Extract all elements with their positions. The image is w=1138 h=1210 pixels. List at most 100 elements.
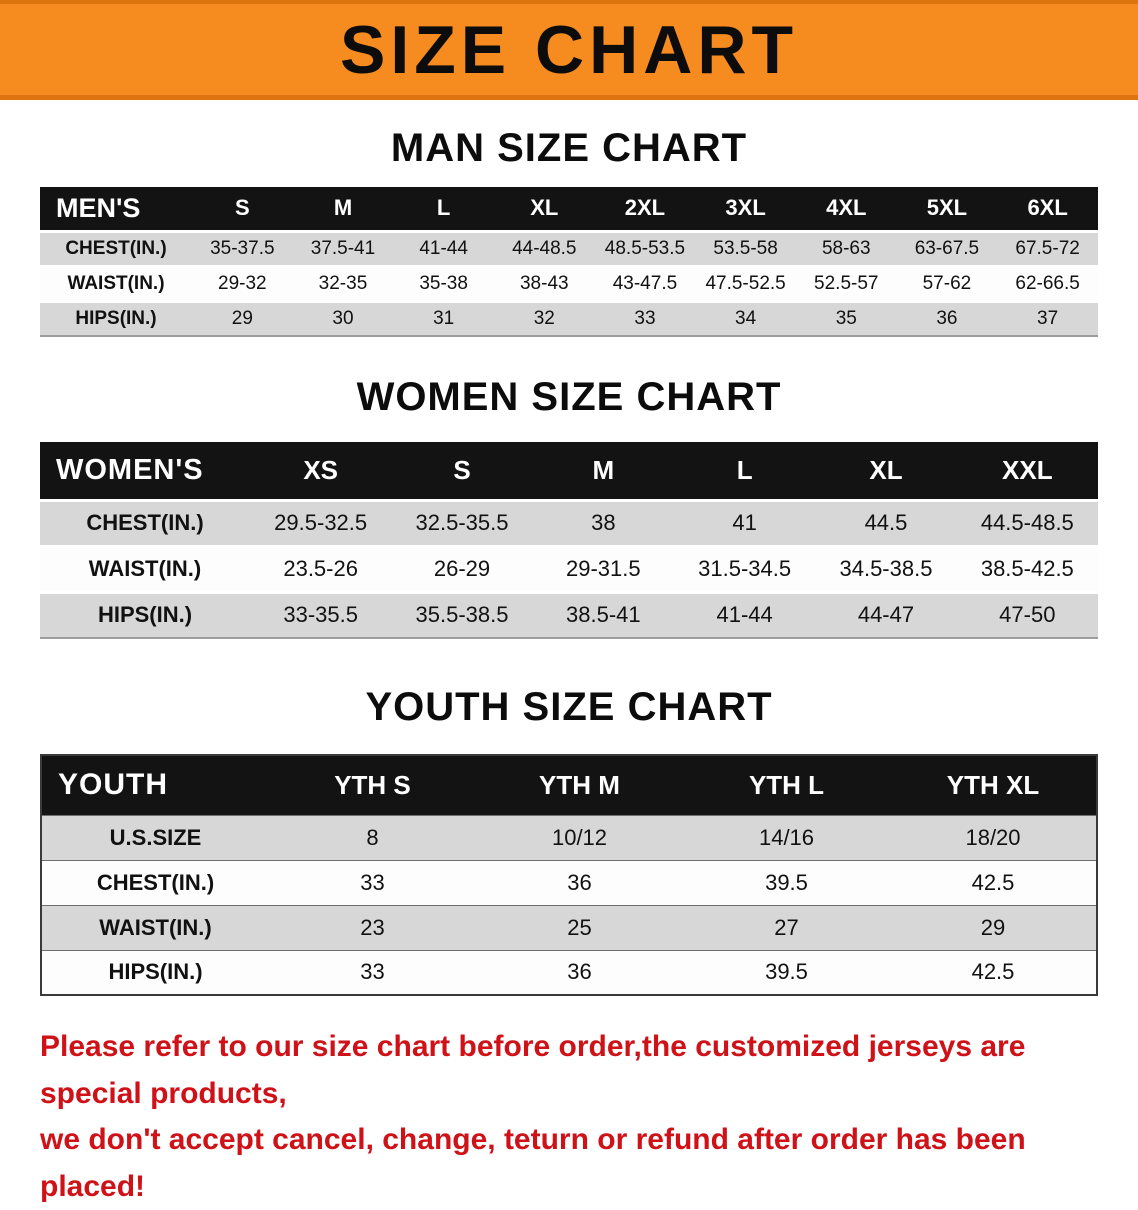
size-value-cell: 43-47.5: [612, 272, 678, 294]
size-value-cell: 48.5-53.5: [604, 237, 686, 259]
size-value-cell: 41-44: [716, 602, 773, 628]
column-header-cell: S: [192, 187, 293, 231]
table-title-cell: YOUTH: [41, 755, 269, 815]
youth-size-table: YOUTH YTH S YTH M YTH L YTH XL U.S.SIZE 8 10/12…: [40, 754, 1098, 996]
size-value-cell: 38: [591, 510, 616, 535]
size-value-cell: 44.5: [864, 510, 908, 535]
size-value-cell: 41-44: [419, 237, 468, 259]
size-value-cell: 39.5: [765, 959, 808, 985]
size-value-cell: 32-35: [318, 272, 368, 294]
column-header-cell: 5XL: [896, 187, 998, 231]
youth-section-title: YOUTH SIZE CHART: [365, 685, 773, 729]
size-value-cell: 62-66.5: [1015, 272, 1080, 294]
column-header-cell: XL: [493, 187, 595, 231]
women-size-section: WOMEN SIZE CHART WOMEN'S XS S M L XL XXL CHEST(…: [0, 375, 1138, 639]
women-size-table-grid: WOMEN'S XS S M L XL XXL CHEST(IN.) 29.5-32.5 32.5…: [40, 442, 1098, 639]
row-label-cell: WAIST(IN.): [99, 914, 212, 940]
row-label-cell: WAIST(IN.): [67, 272, 165, 294]
men-section-title: MAN SIZE CHART: [390, 126, 748, 170]
size-value-cell: 42.5: [971, 869, 1015, 895]
column-header-cell: S: [391, 442, 533, 500]
size-value-cell: 47.5-52.5: [705, 272, 786, 294]
table-row: HIPS(IN.) 29 30 31 32 33 34 35 36 37: [40, 301, 1098, 336]
column-header-cell: M: [292, 187, 394, 231]
men-size-section: MAN SIZE CHART MEN'S S M L XL 2XL 3XL 4XL 5XL 6XL…: [0, 126, 1138, 337]
column-header-cell: YTH M: [476, 755, 683, 815]
column-header-cell: YTH S: [269, 755, 476, 815]
size-value-cell: 31.5-34.5: [698, 556, 792, 581]
size-value-cell: 42.5: [971, 959, 1015, 985]
youth-size-section: YOUTH SIZE CHART YOUTH YTH S YTH M YTH L YTH…: [0, 685, 1138, 996]
size-value-cell: 14/16: [758, 824, 815, 850]
size-value-cell: 38-43: [519, 272, 569, 294]
size-value-cell: 34: [735, 307, 757, 329]
size-value-cell: 29-31.5: [566, 556, 641, 581]
size-value-cell: 33: [634, 307, 656, 329]
header-row: YOUTH YTH S YTH M YTH L YTH XL: [41, 755, 1097, 815]
size-value-cell: 57-62: [922, 272, 972, 294]
size-value-cell: 29: [231, 307, 253, 329]
table-title-cell: WOMEN'S: [40, 442, 250, 500]
column-header-cell: XXL: [956, 442, 1098, 500]
size-value-cell: 10/12: [551, 824, 608, 850]
size-value-cell: 26-29: [433, 556, 491, 581]
youth-size-table-grid: YOUTH YTH S YTH M YTH L YTH XL U.S.SIZE 8 10/12…: [40, 754, 1098, 996]
size-value-cell: 35-38: [419, 272, 468, 294]
size-value-cell: 35: [835, 307, 857, 329]
size-value-cell: 36: [567, 959, 592, 985]
banner: SIZE CHART: [0, 0, 1138, 100]
size-value-cell: 23: [360, 914, 385, 940]
size-value-cell: 29-32: [218, 272, 267, 294]
table-row: HIPS(IN.) 33-35.5 35.5-38.5 38.5-41 41-44 44-…: [40, 592, 1098, 638]
size-value-cell: 37.5-41: [310, 237, 376, 259]
size-value-cell: 33: [360, 869, 385, 895]
row-label-cell: HIPS(IN.): [97, 602, 193, 628]
size-value-cell: 18/20: [965, 824, 1021, 850]
size-value-cell: 38.5-41: [566, 602, 641, 628]
size-value-cell: 33-35.5: [283, 602, 358, 628]
column-header-cell: XL: [815, 442, 957, 500]
table-row: CHEST(IN.) 33 36 39.5 42.5: [41, 860, 1097, 905]
size-value-cell: 53.5-58: [713, 237, 778, 259]
column-header-cell: 2XL: [594, 187, 696, 231]
footer-notice: Please refer to our size chart before or…: [40, 1024, 1098, 1210]
size-value-cell: 63-67.5: [914, 237, 980, 259]
column-header-cell: M: [532, 442, 674, 500]
size-value-cell: 36: [567, 869, 592, 895]
size-value-cell: 29: [980, 914, 1006, 940]
size-value-cell: 34.5-38.5: [839, 556, 933, 581]
column-header-cell: L: [393, 187, 494, 231]
row-label-cell: CHEST(IN.): [65, 237, 167, 259]
table-title-cell: MEN'S: [40, 187, 192, 231]
size-value-cell: 36: [936, 307, 958, 329]
row-label-cell: CHEST(IN.): [96, 869, 215, 895]
size-value-cell: 41: [732, 510, 757, 535]
women-size-table: WOMEN'S XS S M L XL XXL CHEST(IN.) 29.5-32.5 32.5…: [40, 442, 1098, 639]
size-value-cell: 47-50: [999, 602, 1056, 628]
page-title: SIZE CHART: [340, 11, 798, 88]
size-value-cell: 8: [366, 824, 379, 850]
size-value-cell: 39.5: [765, 869, 808, 895]
table-row: CHEST(IN.) 29.5-32.5 32.5-35.5 38 41 44.5 44.5…: [40, 500, 1098, 546]
notice-line-2: we don't accept cancel, change, teturn o…: [40, 1123, 1026, 1203]
size-value-cell: 44.5-48.5: [980, 510, 1074, 535]
row-label-cell: CHEST(IN.): [86, 510, 204, 535]
table-row: WAIST(IN.) 23.5-26 26-29 29-31.5 31.5-34.5 34…: [40, 546, 1098, 592]
size-value-cell: 29.5-32.5: [274, 510, 368, 535]
size-value-cell: 23.5-26: [283, 556, 358, 581]
size-value-cell: 31: [433, 307, 455, 329]
header-row: MEN'S S M L XL 2XL 3XL 4XL 5XL 6XL: [40, 187, 1098, 231]
size-value-cell: 27: [774, 914, 799, 940]
size-value-cell: 33: [360, 959, 385, 985]
column-header-cell: 3XL: [695, 187, 796, 231]
size-value-cell: 44-48.5: [512, 237, 577, 259]
column-header-cell: XS: [250, 442, 392, 500]
table-row: WAIST(IN.) 23 25 27 29: [41, 905, 1097, 950]
column-header-cell: YTH L: [683, 755, 890, 815]
row-label-cell: U.S.SIZE: [109, 824, 202, 850]
size-value-cell: 67.5-72: [1015, 237, 1080, 259]
table-row: U.S.SIZE 8 10/12 14/16 18/20: [41, 815, 1097, 860]
size-value-cell: 35.5-38.5: [415, 602, 509, 628]
row-label-cell: WAIST(IN.): [88, 556, 202, 581]
